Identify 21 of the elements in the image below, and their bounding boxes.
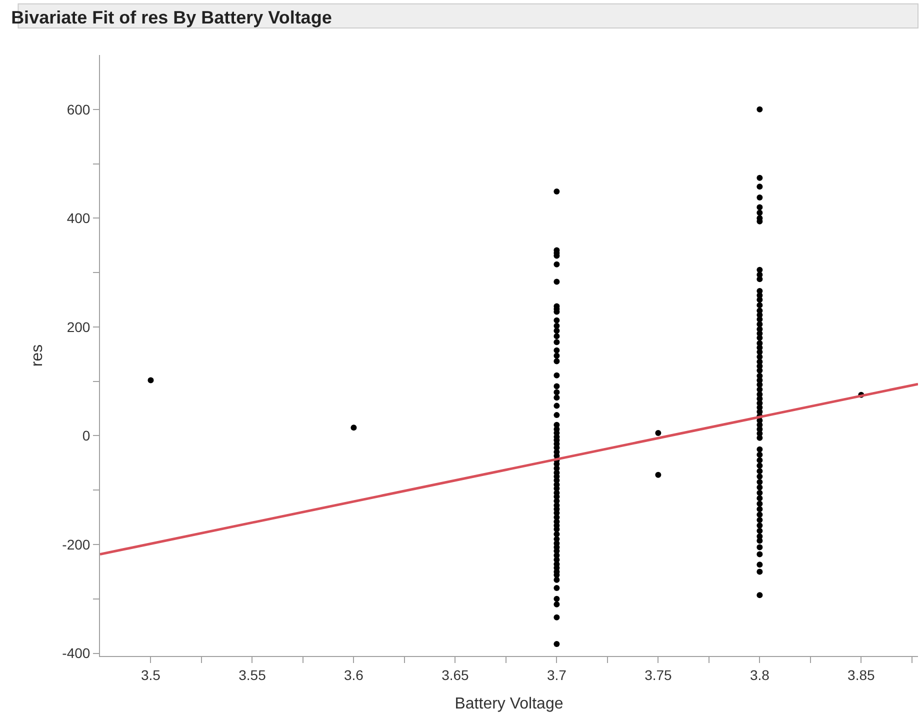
point [655,430,662,436]
y-tick-label: 600 [66,101,90,118]
point [655,472,662,478]
y-tick-label: 400 [66,210,90,226]
y-tick-label: -200 [62,536,90,552]
y-tick-label: -400 [62,645,90,662]
y-tick-label: 200 [66,318,90,335]
y-axis-title: res [29,344,46,367]
x-axis-title: Battery Voltage [454,696,564,712]
chart-title: Bivariate Fit of res By Battery Voltage [11,7,332,28]
x-tick-label: 3.65 [442,666,470,683]
x-tick-label: 3.7 [546,666,567,683]
y-tick-label: 0 [82,428,90,444]
x-tick-label: 3.6 [344,666,364,683]
x-tick-label: 3.55 [238,666,266,683]
point [148,377,154,384]
x-tick-label: 3.8 [750,666,770,683]
x-tick-label: 3.75 [644,666,672,683]
x-tick-label: 3.85 [848,666,876,683]
point [350,424,357,431]
x-tick-label: 3.5 [141,666,161,683]
